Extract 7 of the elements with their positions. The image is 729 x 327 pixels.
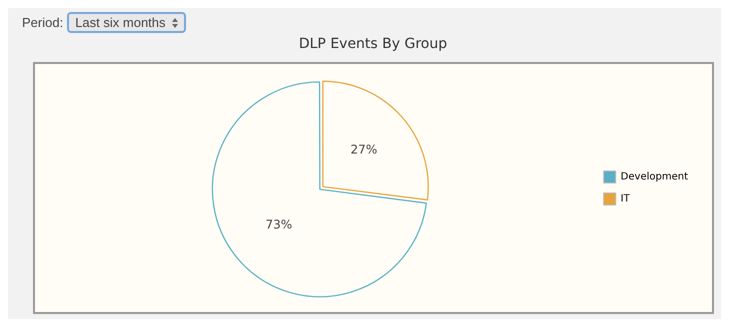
legend-label: Development — [620, 172, 688, 183]
data-label: 27% — [350, 142, 378, 157]
text: Period: — [22, 15, 64, 30]
dropdown-field: Last six months — [67, 12, 186, 33]
chart-title: DLP Events By Group — [298, 36, 448, 52]
legend-label: IT — [620, 194, 631, 205]
data-label: 73% — [265, 218, 292, 232]
